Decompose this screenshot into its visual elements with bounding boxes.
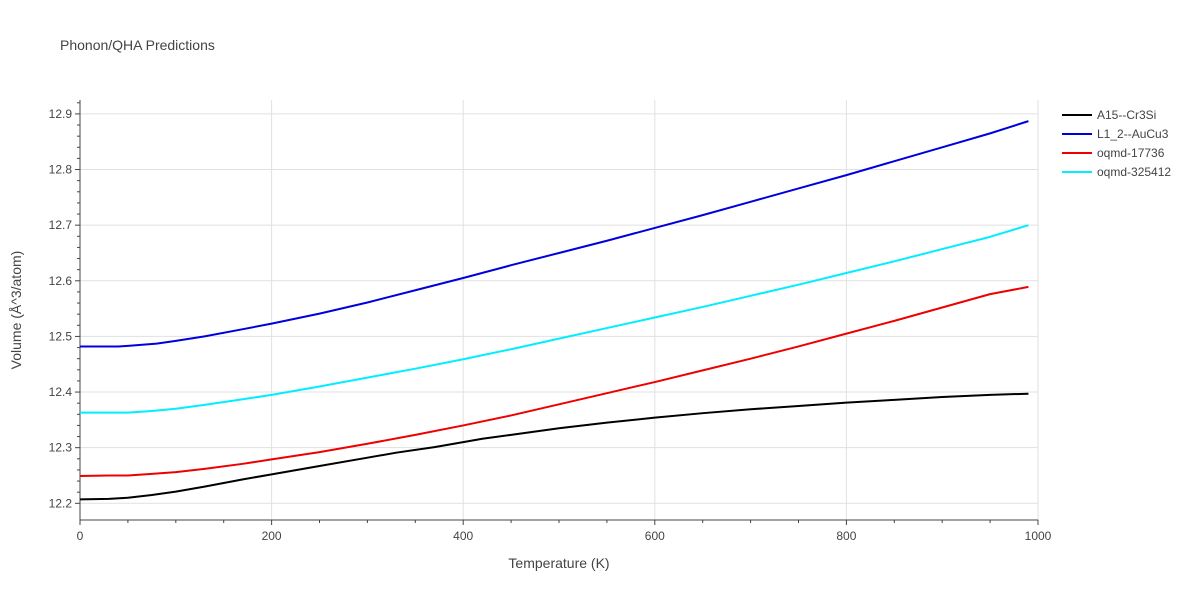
x-tick-label: 600 xyxy=(645,529,665,543)
x-tick-label: 200 xyxy=(262,529,282,543)
series-line-3 xyxy=(79,285,1029,478)
series-line-4 xyxy=(80,224,1029,414)
y-tick-label: 12.5 xyxy=(49,329,73,343)
x-tick-label: 800 xyxy=(836,529,856,543)
x-tick-label: 1000 xyxy=(1025,529,1052,543)
y-tick-label: 12.3 xyxy=(49,441,73,455)
legend-label-2: L1_2--AuCu3 xyxy=(1097,127,1169,141)
legend: A15--Cr3Si L1_2--AuCu3 oqmd-17736 oqmd-3254… xyxy=(1062,108,1171,179)
legend-label-4: oqmd-325412 xyxy=(1097,165,1171,179)
legend-label-1: A15--Cr3Si xyxy=(1097,108,1156,122)
x-tick-label: 0 xyxy=(77,529,84,543)
y-tick-label: 12.7 xyxy=(49,218,73,232)
series-line-1 xyxy=(79,392,1029,501)
x-tick-label: 400 xyxy=(453,529,473,543)
chart-title: Phonon/QHA Predictions xyxy=(60,37,215,53)
y-tick-label: 12.9 xyxy=(49,107,73,121)
y-axis-title: Volume (Å^3/atom) xyxy=(8,251,24,370)
y-tick-label: 12.2 xyxy=(49,496,73,510)
plot-area: 0 200 400 600 800 1000 12.2 12.3 12.4 12.5 12.6 12.… xyxy=(49,100,1052,543)
x-axis-title: Temperature (K) xyxy=(508,555,609,571)
y-tick-label: 12.8 xyxy=(49,163,73,177)
legend-label-3: oqmd-17736 xyxy=(1097,146,1165,160)
series-line-2 xyxy=(80,120,1029,348)
y-tick-label: 12.6 xyxy=(49,274,73,288)
y-tick-label: 12.4 xyxy=(49,385,73,399)
